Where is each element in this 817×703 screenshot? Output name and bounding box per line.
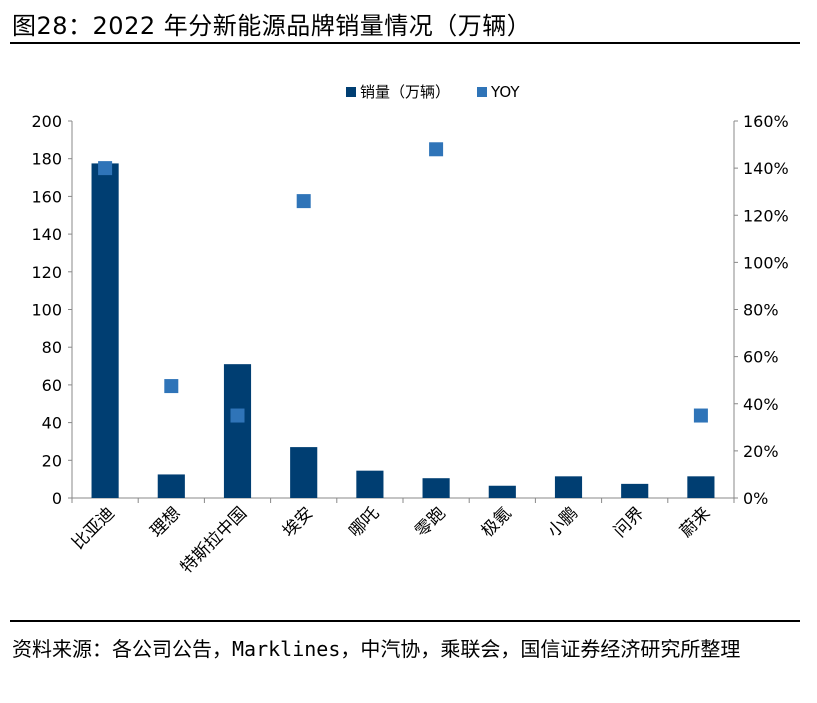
yoy-point <box>164 379 179 394</box>
right-tick-label: 80% <box>743 301 779 320</box>
x-tick-label: 零跑 <box>411 503 449 541</box>
bar <box>157 474 185 498</box>
source-note: 资料来源：各公司公告，Marklines，中汽协，乘联会，国信证券经济研究所整理 <box>12 637 741 661</box>
bar <box>422 478 450 498</box>
bar <box>554 476 583 498</box>
x-tick-label: 极氪 <box>478 503 516 541</box>
source-rule <box>10 620 800 622</box>
bar <box>356 470 384 498</box>
bar <box>687 476 715 498</box>
left-tick-label: 200 <box>31 112 62 131</box>
right-axis-ticks: 0% 20% 40% 60% 80% 100% 120% 140% 160% <box>734 112 789 508</box>
legend-swatch-sales <box>346 87 356 97</box>
right-tick-label: 100% <box>743 253 789 272</box>
legend-label-yoy: YOY <box>490 83 520 101</box>
x-tick-label: 哪吒 <box>345 503 383 541</box>
legend-label-sales: 销量（万辆） <box>360 83 450 101</box>
x-tick-label: 小鹏 <box>544 503 582 541</box>
chart: 0 20 40 60 80 100 120 140 160 180 200 0% 20% 40% 60% 8… <box>31 83 789 578</box>
left-tick-label: 80 <box>42 338 62 357</box>
x-tick-label: 比亚迪 <box>68 503 118 553</box>
left-tick-label: 120 <box>31 263 62 282</box>
right-tick-label: 120% <box>743 206 789 225</box>
legend: 销量（万辆） YOY <box>346 83 520 101</box>
bar <box>91 163 119 498</box>
yoy-point <box>429 142 444 157</box>
x-tick-label: 问界 <box>610 503 648 541</box>
x-tick-label: 埃安 <box>279 503 317 541</box>
bar <box>223 364 252 498</box>
yoy-point <box>98 161 113 176</box>
left-tick-label: 180 <box>31 150 62 169</box>
legend-swatch-yoy <box>477 87 487 97</box>
bar <box>488 485 516 498</box>
left-axis-ticks: 0 20 40 60 80 100 120 140 160 180 200 <box>31 112 72 508</box>
left-tick-label: 40 <box>42 414 62 433</box>
bar <box>621 483 649 498</box>
left-tick-label: 140 <box>31 225 62 244</box>
left-tick-label: 20 <box>42 451 62 470</box>
right-tick-label: 160% <box>743 112 789 131</box>
left-tick-label: 160 <box>31 187 62 206</box>
left-tick-label: 0 <box>52 489 62 508</box>
x-tick-label: 蔚来 <box>676 503 714 541</box>
right-tick-label: 40% <box>743 395 779 414</box>
bar-series <box>91 163 715 498</box>
title-rule <box>10 42 800 44</box>
right-tick-label: 0% <box>743 489 768 508</box>
left-tick-label: 60 <box>42 376 62 395</box>
yoy-series <box>98 142 708 423</box>
yoy-point <box>230 408 245 423</box>
yoy-point <box>693 408 708 423</box>
yoy-point <box>296 194 311 209</box>
x-tick-label: 特斯拉中国 <box>177 503 251 577</box>
right-tick-label: 60% <box>743 348 779 367</box>
left-tick-label: 100 <box>31 301 62 320</box>
right-tick-label: 140% <box>743 159 789 178</box>
x-tick-label: 理想 <box>147 503 185 541</box>
figure-title: 图28：2022 年分新能源品牌销量情况（万辆） <box>12 12 532 40</box>
right-tick-label: 20% <box>743 442 779 461</box>
bar <box>290 447 318 498</box>
